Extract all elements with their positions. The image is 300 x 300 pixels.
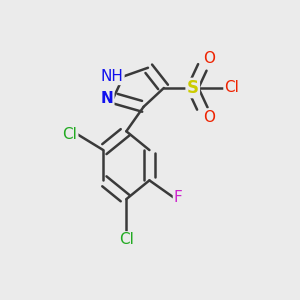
Text: O: O: [203, 51, 215, 66]
Text: S: S: [187, 79, 199, 97]
Text: Cl: Cl: [119, 232, 134, 247]
Text: O: O: [203, 110, 215, 124]
Text: Cl: Cl: [62, 127, 77, 142]
Text: NH: NH: [100, 69, 123, 84]
Text: Cl: Cl: [224, 80, 239, 95]
Text: F: F: [174, 190, 183, 205]
Text: N: N: [100, 91, 113, 106]
